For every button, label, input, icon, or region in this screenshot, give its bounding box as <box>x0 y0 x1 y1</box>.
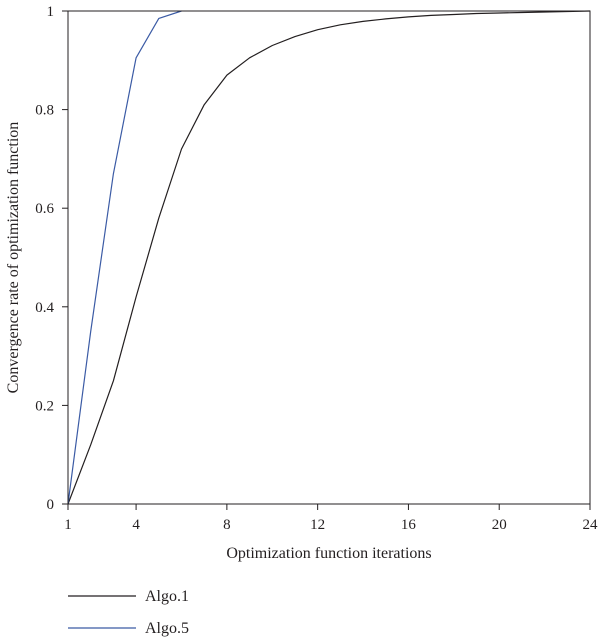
y-tick-label: 0 <box>47 497 55 513</box>
plot-frame <box>67 10 591 505</box>
x-tick-label: 8 <box>223 517 231 533</box>
y-axis-ticks: 0 0.2 0.4 0.6 0.8 1 <box>35 4 68 513</box>
y-tick-label: 0.2 <box>35 398 54 414</box>
series-line-algo-1 <box>67 10 591 505</box>
y-tick-label: 0.4 <box>35 300 54 316</box>
series-layer <box>67 10 591 505</box>
legend-label-algo-1: Algo.1 <box>145 588 189 605</box>
x-tick-label: 1 <box>64 517 72 533</box>
x-tick-label: 16 <box>401 517 417 533</box>
series-line-algo-5 <box>67 10 182 505</box>
y-tick-label: 0.8 <box>35 103 54 119</box>
legend-label-algo-5: Algo.5 <box>145 620 189 637</box>
x-tick-label: 20 <box>492 517 507 533</box>
x-tick-label: 4 <box>132 517 140 533</box>
x-axis-ticks: 1 4 8 12 16 20 24 <box>64 504 598 533</box>
y-axis-title: Convergence rate of optimization functio… <box>5 122 22 394</box>
y-tick-label: 1 <box>47 4 55 20</box>
legend: Algo.1 Algo.5 <box>68 588 189 637</box>
y-tick-label: 0.6 <box>35 201 54 217</box>
x-tick-label: 24 <box>583 517 599 533</box>
x-tick-label: 12 <box>310 517 325 533</box>
x-axis-title: Optimization function iterations <box>226 545 431 562</box>
